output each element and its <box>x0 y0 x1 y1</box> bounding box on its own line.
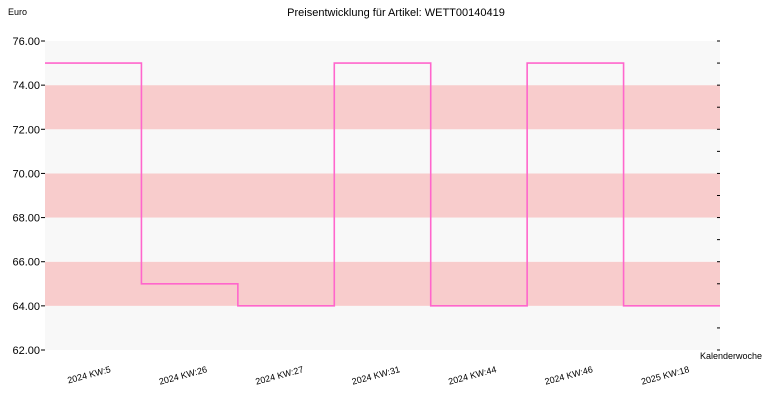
x-tick-label: 2025 KW:18 <box>640 364 690 386</box>
x-axis-label: Kalenderwoche <box>700 351 762 361</box>
background-band <box>45 129 720 174</box>
x-tick-label: 2024 KW:44 <box>447 364 497 386</box>
x-tick-label: 2024 KW:26 <box>158 364 208 386</box>
background-band <box>45 173 720 218</box>
x-tick-label: 2024 KW:46 <box>544 364 594 386</box>
background-band <box>45 85 720 130</box>
y-tick-label: 72.00 <box>12 124 40 136</box>
background-bands <box>45 41 720 350</box>
x-axis-ticks: 2024 KW:5 2024 KW:26 2024 KW:27 2024 KW:31 2… <box>66 364 690 386</box>
chart-title: Preisentwicklung für Artikel: WETT001404… <box>287 7 505 19</box>
y-tick-label: 74.00 <box>12 80 40 92</box>
y-tick-label: 66.00 <box>12 257 40 269</box>
x-tick-label: 2024 KW:5 <box>66 364 111 385</box>
x-tick-label: 2024 KW:31 <box>351 364 401 386</box>
background-band <box>45 217 720 262</box>
y-axis-label: Euro <box>8 7 27 17</box>
y-tick-label: 62.00 <box>12 345 40 357</box>
price-series <box>45 62 720 307</box>
background-band <box>45 305 720 350</box>
y-axis-ticks: 62.00 64.00 66.00 68.00 70.00 72.00 74.00 76.00 <box>12 36 45 357</box>
y-tick-label: 76.00 <box>12 36 40 48</box>
y-tick-label: 64.00 <box>12 301 40 313</box>
right-minor-ticks <box>717 40 720 351</box>
x-tick-label: 2024 KW:27 <box>254 364 304 386</box>
y-tick-label: 68.00 <box>12 213 40 225</box>
series-step-line <box>45 62 720 307</box>
y-tick-label: 70.00 <box>12 168 40 180</box>
